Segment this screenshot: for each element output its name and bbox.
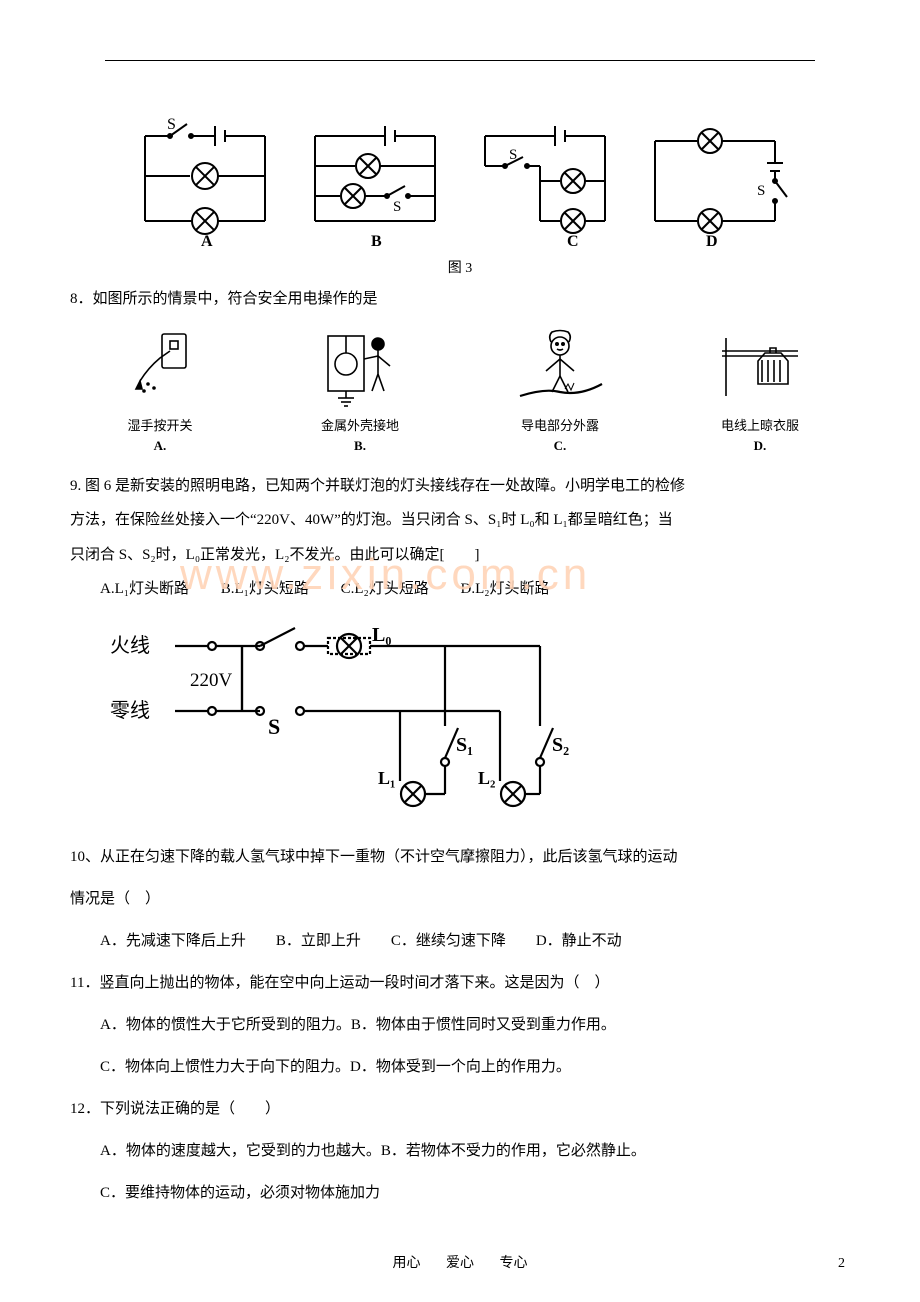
q9-options: A.L₁灯头断路 B.L₁灯头短路 C.L₂灯头短路 D.L₂灯头断路 (100, 575, 850, 604)
q8-opt-A-id: A. (110, 438, 210, 454)
q12-stem: 12．下列说法正确的是（ ） (70, 1091, 850, 1127)
footer: 用心 爱心 专心 (0, 1252, 920, 1272)
q8-options-row: 湿手按开关 A. 金属外壳接地 B. (70, 326, 850, 454)
circuit-B: S B (295, 111, 455, 251)
q9-S-label: S (268, 714, 280, 739)
q8-opt-D-illustration (710, 326, 810, 411)
q10-options: A．先减速下降后上升 B．立即上升 C．继续匀速下降 D．静止不动 (100, 923, 850, 959)
q10-line1: 10、从正在匀速下降的载人氢气球中掉下一重物（不计空气摩擦阻力），此后该氢气球的… (70, 839, 850, 875)
q9-diagram: 火线 220V 零线 S L₀ S₁ S₂ L₁ L₂ (100, 616, 850, 821)
q9-neutral-label: 零线 (110, 699, 150, 722)
q8-opt-A-illustration (110, 326, 210, 411)
q8-stem: 8．如图所示的情景中，符合安全用电操作的是 (70, 285, 850, 314)
q8-option-C: 导电部分外露 C. (510, 326, 610, 454)
q9-L0-label: L₀ (372, 624, 391, 646)
q8-option-B: 金属外壳接地 B. (310, 326, 410, 454)
switch-S-label: S (167, 116, 176, 133)
q9-S1-label: S₁ (456, 734, 473, 756)
q11-line-ab: A．物体的惯性大于它所受到的阻力。B．物体由于惯性同时又受到重力作用。 (100, 1007, 850, 1043)
svg-text:B: B (371, 233, 382, 250)
circuit-C: S C (465, 111, 625, 251)
q9-voltage-label: 220V (190, 670, 233, 691)
q9-line1: 9. 图 6 是新安装的照明电路，已知两个并联灯泡的灯头接线存在一处故障。小明学… (70, 472, 850, 501)
q12-line-ab: A．物体的速度越大，它受到的力也越大。B．若物体不受力的作用，它必然静止。 (100, 1133, 850, 1169)
q8-opt-C-caption: 导电部分外露 (510, 415, 610, 434)
q11-line-cd: C．物体向上惯性力大于向下的阻力。D．物体受到一个向上的作用力。 (100, 1049, 850, 1085)
q8-opt-C-illustration (510, 326, 610, 411)
q8-opt-C-id: C. (510, 438, 610, 454)
footer-motto2: 爱心 (446, 1256, 474, 1271)
q10-line2: 情况是（ ） (70, 881, 850, 917)
footer-motto3: 专心 (500, 1256, 528, 1271)
q8-opt-B-id: B. (310, 438, 410, 454)
q8-option-A: 湿手按开关 A. (110, 326, 210, 454)
fig3-row: S A (70, 111, 850, 251)
footer-motto1: 用心 (393, 1256, 421, 1271)
q9-diagram-svg: 火线 220V 零线 S L₀ S₁ S₂ L₁ L₂ (100, 616, 570, 816)
q9-S2-label: S₂ (552, 734, 569, 756)
q9-opt-D: D.L₂灯头断路 (461, 581, 550, 597)
q12-line-c: C．要维持物体的运动，必须对物体施加力 (100, 1175, 850, 1211)
q8-opt-D-id: D. (710, 438, 810, 454)
svg-text:S: S (393, 199, 401, 215)
q9-opt-A: A.L₁灯头断路 (100, 581, 189, 597)
q8-opt-B-illustration (310, 326, 410, 411)
svg-text:A: A (201, 233, 213, 250)
svg-text:S: S (757, 183, 765, 199)
q9-L1-label: L₁ (378, 768, 395, 788)
circuit-D: S D (635, 111, 795, 251)
q8-opt-B-caption: 金属外壳接地 (310, 415, 410, 434)
circuit-D-svg: S D (635, 111, 795, 251)
fig3-label: 图 3 (70, 257, 850, 277)
q9-live-label: 火线 (110, 634, 150, 657)
q8-opt-A-caption: 湿手按开关 (110, 415, 210, 434)
q9-line3: 只闭合 S、S₂时，L₀正常发光，L₂不发光。由此可以确定[ ] (70, 541, 850, 570)
svg-text:D: D (706, 233, 718, 250)
page-number: 2 (838, 1256, 845, 1272)
circuit-A: S A (125, 111, 285, 251)
q9-L2-label: L₂ (478, 768, 495, 788)
circuit-A-svg: S A (125, 111, 285, 251)
circuit-C-svg: S C (465, 111, 625, 251)
svg-text:C: C (567, 233, 579, 250)
q9-opt-B: B.L₁灯头短路 (221, 581, 309, 597)
q9-line2: 方法，在保险丝处接入一个“220V、40W”的灯泡。当只闭合 S、S₁时 L₀和… (70, 506, 850, 535)
q8-option-D: 电线上晾衣服 D. (710, 326, 810, 454)
q11-stem: 11．竖直向上抛出的物体，能在空中向上运动一段时间才落下来。这是因为（ ） (70, 965, 850, 1001)
q9-opt-C: C.L₂灯头短路 (341, 581, 429, 597)
q8-opt-D-caption: 电线上晾衣服 (710, 415, 810, 434)
circuit-B-svg: S B (295, 111, 455, 251)
top-rule (105, 60, 815, 61)
svg-text:S: S (509, 147, 517, 163)
